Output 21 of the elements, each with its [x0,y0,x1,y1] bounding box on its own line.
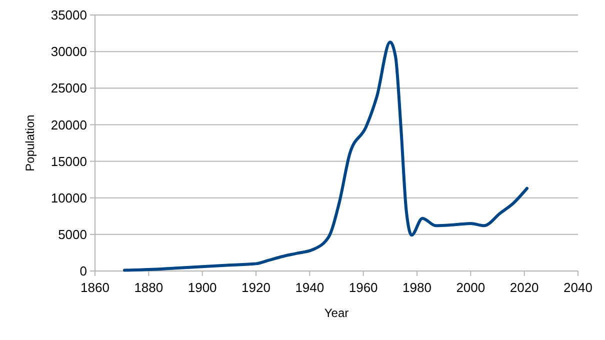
x-tick-label: 1880 [134,280,164,295]
y-tick-label: 35000 [50,8,87,23]
x-tick-label: 1940 [295,280,324,295]
x-tick-label: 2000 [456,280,486,295]
x-tick-label: 1960 [348,280,378,295]
y-tick-label: 15000 [50,154,87,169]
x-tick-label: 1920 [242,280,270,295]
y-tick-label: 5000 [58,226,87,242]
x-axis-title: Year [324,306,349,320]
x-tick-label: 2040 [564,280,592,295]
x-tick-label: 2020 [510,280,539,295]
y-axis-title: Population [23,114,37,172]
line-series [123,40,529,272]
y-tick-label: 10000 [50,190,87,206]
x-tick-label: 1980 [402,280,432,295]
y-tick-label: 0 [80,264,87,279]
y-tick-label: 20000 [50,117,87,132]
x-tick-label: 1860 [80,280,110,295]
y-tick-label: 25000 [50,80,87,96]
x-tick-label: 1900 [188,280,217,295]
y-tick-label: 30000 [50,44,87,60]
